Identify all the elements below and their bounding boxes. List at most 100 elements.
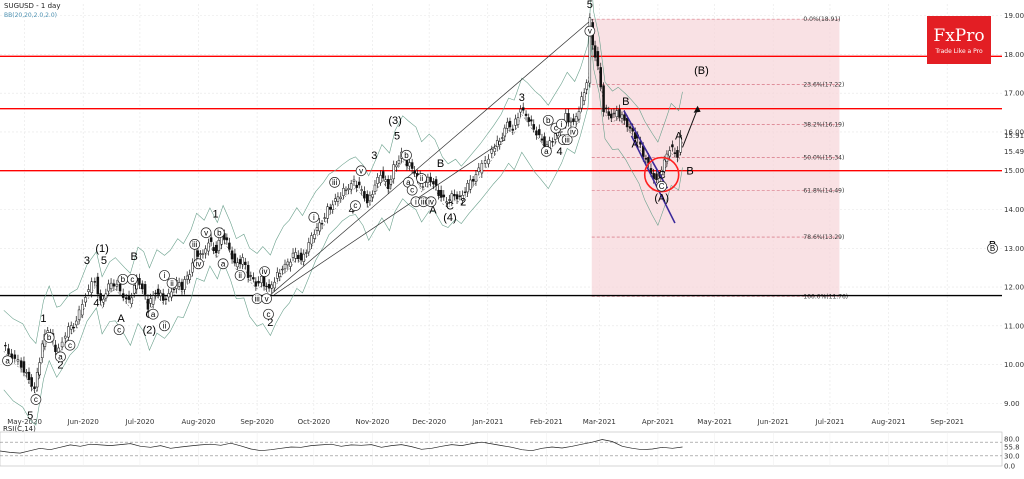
candle-body [130,297,133,304]
candle-body [347,188,350,190]
candle-body [503,127,507,137]
candle-body [368,194,372,202]
candle-body [291,252,295,258]
circled-wave-label: a [2,355,13,367]
candle-body [453,194,456,197]
candle-body [307,242,311,253]
candle-body [156,288,160,295]
circled-wave-label: c [350,200,361,211]
y-tick-label: 17.00 [1004,90,1024,98]
candle-body [310,235,313,245]
wave-circle-text: B [990,244,995,253]
y-tick-label: 16.00 [1004,128,1024,136]
wave-circle [43,332,55,343]
wave-circle-text: v [588,27,592,36]
circled-wave-label: i [556,118,567,130]
candle-body [395,164,398,168]
x-tick-label: Oct-2020 [298,418,330,426]
candle-body [281,268,284,271]
candle-body [77,309,81,320]
candle-body [54,344,57,352]
circled-wave-label: c [126,273,138,285]
wave-label: B [622,96,629,108]
wave-label: B [437,158,444,170]
y-tick-label: 15.00 [1004,167,1024,175]
candle-body [610,113,613,119]
wave-circle [416,173,427,184]
candle-body [582,92,586,101]
candle-body [357,181,361,186]
wave-circle-text: c [117,325,121,334]
candle-body [334,198,337,202]
candle-body [138,278,141,285]
candle-body [115,283,119,287]
bollinger-lower [3,44,683,426]
candle-body [397,160,401,164]
wave-circle-text: iii [564,135,570,144]
circled-wave-label: b [401,149,412,161]
right-axis-tag: 15.49 [1004,148,1024,156]
wave-circle-text: b [121,275,126,284]
candle-body [487,158,490,165]
candle-body [252,277,255,280]
wave-label: A [117,313,125,325]
candle-body [320,223,324,225]
wave-circle [401,149,412,161]
candle-body [506,121,509,129]
wave-circle [213,227,225,239]
wave-circle [567,126,579,138]
wave-circle [259,266,271,277]
wave-circle-text: iv [262,267,268,276]
candle-body [671,144,674,148]
fib-level-label: 0.0%(18.91) [803,16,840,23]
wave-circle-text: iii [254,294,260,303]
candle-body [381,171,385,179]
wave-circle [217,258,229,270]
candle-body [493,148,496,152]
candle-body [540,138,544,141]
candle-body [262,275,266,287]
logo-background [927,16,991,64]
wave-circle-text: c [130,275,134,284]
candle-body [501,137,504,139]
wave-label: 2 [57,359,63,371]
candle-body [445,201,448,204]
candle-body [270,284,274,289]
candle-body [480,163,484,174]
candle-body [265,285,268,288]
circled-wave-label: iii [561,134,573,146]
candle-body [249,275,253,277]
candle-body [323,217,326,219]
candle-body [35,372,39,388]
x-tick-label: Nov-2020 [356,418,390,426]
candle-body [607,111,611,116]
projection-arrow-head [693,105,701,113]
wave-circle-text: ii [238,271,242,280]
x-tick-label: Aug-2020 [182,418,216,426]
wave-circle-text: C [659,182,665,191]
candle-body [154,292,157,295]
candle-body [69,325,73,330]
wave-circle [113,324,125,336]
wave-circle-text: c [554,124,558,133]
candle-body [448,199,451,201]
wave-label: 5 [394,131,400,143]
fib-level-label: 23.6%(17.22) [803,82,844,89]
candle-body [474,174,478,182]
candle-body [188,274,191,280]
candle-body [450,193,454,202]
wave-circle [350,200,361,211]
candle-body [276,272,279,279]
fib-level-label: 100.0%(11.76) [803,293,848,300]
candle-body [161,293,165,301]
candle-body [57,347,60,353]
fxpro-logo[interactable]: FxPro Trade Like a Pro [927,16,991,64]
trendline-upper [270,19,592,296]
wave-circle-text: i [415,197,417,206]
candle-body [99,293,102,301]
candle-body [408,162,411,167]
wave-circle-text: v [265,294,269,303]
candle-body [371,194,374,198]
candle-body [230,250,234,260]
candle-body [676,150,679,158]
